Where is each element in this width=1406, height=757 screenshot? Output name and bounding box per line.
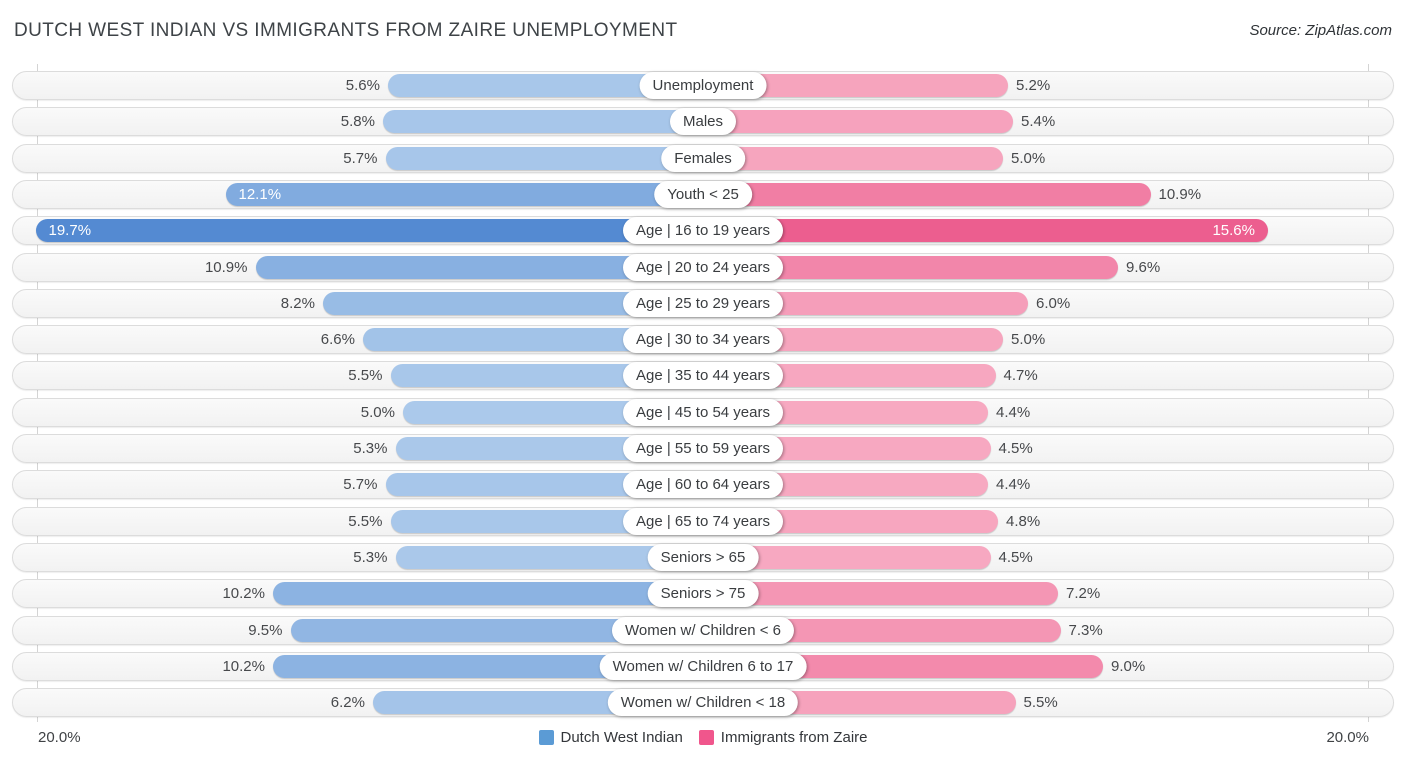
bar-immigrants-from-zaire [703, 292, 1028, 315]
category-label: Age | 25 to 29 years [623, 290, 783, 317]
legend-label: Immigrants from Zaire [720, 728, 868, 746]
bar-immigrants-from-zaire [703, 183, 1151, 206]
bar-immigrants-from-zaire [703, 256, 1118, 279]
value-label-left: 5.3% [353, 440, 388, 457]
value-label-right: 5.0% [1011, 331, 1046, 348]
bar-dutch-west-indian [388, 74, 703, 97]
bar-immigrants-from-zaire [703, 582, 1058, 605]
bar-dutch-west-indian [395, 546, 703, 569]
category-label: Women w/ Children 6 to 17 [599, 653, 807, 680]
value-label-left: 8.2% [280, 295, 315, 312]
legend-item-immigrants-from-zaire: Immigrants from Zaire [698, 728, 868, 746]
category-label: Women w/ Children < 18 [607, 689, 799, 716]
category-label: Women w/ Children < 6 [611, 617, 795, 644]
category-label: Females [661, 145, 745, 172]
value-label-right: 7.3% [1068, 622, 1103, 639]
value-label-right: 15.6% [1212, 222, 1255, 239]
category-label: Age | 65 to 74 years [623, 508, 783, 535]
bar-dutch-west-indian [255, 256, 703, 279]
category-label: Age | 35 to 44 years [623, 362, 783, 389]
value-label-left: 10.2% [222, 658, 265, 675]
value-label-left: 10.9% [204, 259, 248, 276]
value-label-left: 12.1% [238, 186, 282, 203]
category-label: Age | 55 to 59 years [623, 435, 783, 462]
category-label: Youth < 25 [654, 181, 752, 208]
value-label-left: 5.5% [348, 367, 383, 384]
value-label-right: 9.6% [1126, 259, 1161, 276]
value-label-left: 5.8% [340, 113, 375, 130]
value-label-left: 19.7% [48, 222, 92, 239]
value-label-right: 4.4% [996, 404, 1031, 421]
value-label-left: 5.7% [343, 476, 378, 493]
value-label-left: 5.6% [345, 77, 380, 94]
bar-dutch-west-indian [363, 328, 703, 351]
legend-item-dutch-west-indian: Dutch West Indian [538, 728, 683, 746]
bar-immigrants-from-zaire [703, 110, 1013, 133]
value-label-left: 5.5% [348, 513, 383, 530]
value-label-left: 5.3% [353, 549, 388, 566]
legend-swatch-blue [538, 729, 554, 745]
bar-dutch-west-indian [225, 183, 703, 206]
category-label: Age | 45 to 54 years [623, 399, 783, 426]
value-label-right: 7.2% [1066, 585, 1101, 602]
category-label: Age | 60 to 64 years [623, 471, 783, 498]
value-label-right: 6.0% [1036, 295, 1071, 312]
value-label-left: 6.6% [320, 331, 355, 348]
bar-dutch-west-indian [290, 619, 703, 642]
legend-label: Dutch West Indian [560, 728, 683, 746]
bar-dutch-west-indian [385, 147, 703, 170]
right-axis-gridline [1368, 64, 1369, 722]
legend: Dutch West Indian Immigrants from Zaire [0, 726, 1406, 748]
legend-swatch-pink [698, 729, 714, 745]
value-label-left: 9.5% [248, 622, 283, 639]
bar-dutch-west-indian [35, 219, 703, 242]
chart-title: DUTCH WEST INDIAN VS IMMIGRANTS FROM ZAI… [14, 20, 678, 41]
value-label-right: 9.0% [1111, 658, 1146, 675]
bar-dutch-west-indian [273, 582, 703, 605]
bar-immigrants-from-zaire [703, 74, 1008, 97]
value-label-right: 4.4% [996, 476, 1031, 493]
value-label-right: 4.8% [1006, 513, 1041, 530]
value-label-right: 4.5% [998, 440, 1033, 457]
category-label: Age | 30 to 34 years [623, 326, 783, 353]
left-axis-max-label: 20.0% [38, 729, 81, 746]
bar-dutch-west-indian [323, 292, 703, 315]
source-credit: Source: ZipAtlas.com [1249, 22, 1392, 39]
value-label-right: 4.5% [998, 549, 1033, 566]
bar-dutch-west-indian [273, 655, 703, 678]
value-label-right: 4.7% [1003, 367, 1038, 384]
value-label-left: 5.7% [343, 150, 378, 167]
category-label: Age | 20 to 24 years [623, 254, 783, 281]
left-axis-gridline [37, 64, 38, 722]
category-label: Age | 16 to 19 years [623, 217, 783, 244]
value-label-right: 5.4% [1021, 113, 1056, 130]
bar-immigrants-from-zaire [703, 219, 1268, 242]
category-label: Seniors > 65 [647, 544, 759, 571]
bar-dutch-west-indian [383, 110, 703, 133]
bar-immigrants-from-zaire [703, 147, 1003, 170]
value-label-left: 6.2% [330, 694, 365, 711]
category-label: Seniors > 75 [647, 580, 759, 607]
category-label: Males [669, 108, 737, 135]
category-label: Unemployment [639, 72, 767, 99]
value-label-right: 10.9% [1158, 186, 1202, 203]
value-label-right: 5.0% [1011, 150, 1046, 167]
value-label-left: 10.2% [222, 585, 265, 602]
value-label-right: 5.2% [1016, 77, 1051, 94]
bar-immigrants-from-zaire [703, 546, 991, 569]
value-label-right: 5.5% [1023, 694, 1058, 711]
value-label-left: 5.0% [360, 404, 395, 421]
right-axis-max-label: 20.0% [1326, 729, 1369, 746]
